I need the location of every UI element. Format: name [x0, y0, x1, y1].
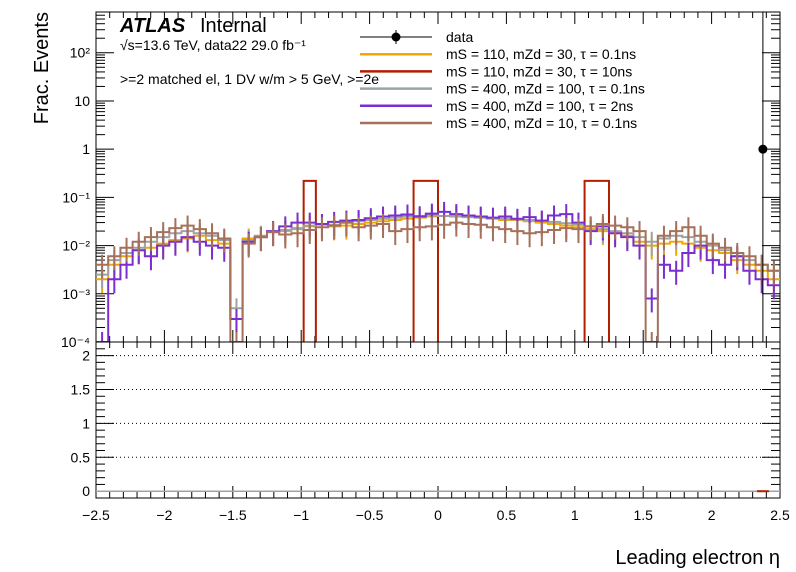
y-tick-label: 10⁻³ — [62, 286, 90, 302]
y-axis-title: Frac. Events — [31, 12, 53, 124]
y-tick-label: 10 — [74, 93, 90, 109]
data-point — [758, 144, 768, 154]
series-line — [302, 179, 610, 342]
x-tick-label: 2.5 — [770, 507, 790, 523]
x-tick-label: −2.5 — [82, 507, 110, 523]
main-plot-ticks — [95, 11, 781, 343]
energy-label: √s=13.6 TeV, data22 29.0 fb⁻¹ — [120, 37, 306, 53]
x-axis-title: Leading electron η — [615, 547, 780, 569]
ratio-plot-ticks — [95, 342, 781, 498]
atlas-status: Internal — [200, 15, 267, 37]
legend-marker-data — [391, 32, 401, 42]
selection-label: >=2 matched el, 1 DV w/m > 5 GeV, >=2e — [120, 71, 379, 87]
x-tick-label: 0.5 — [497, 507, 517, 523]
y-tick-label: 1 — [82, 141, 90, 157]
series-line — [96, 210, 780, 342]
ratio-tick-label: 1 — [82, 415, 90, 431]
x-tick-label: −2 — [156, 507, 172, 523]
ratio-dotted-lines — [96, 355, 780, 458]
x-tick-label: 2 — [708, 507, 716, 523]
x-tick-label: −0.5 — [356, 507, 384, 523]
legend-entry-label: data — [446, 29, 473, 45]
main-plot-series — [96, 12, 780, 342]
x-tick-label: −1 — [293, 507, 309, 523]
x-tick-labels: −2.5 −2 −1.5 −1 −0.5 0 0.5 1 1.5 2 2.5 — [82, 507, 790, 523]
legend-entry-label: mS = 400, mZd = 10, τ = 0.1ns — [446, 115, 637, 131]
x-tick-label: −1.5 — [219, 507, 247, 523]
ratio-tick-label: 0.5 — [71, 449, 91, 465]
y-tick-label: 10² — [70, 45, 91, 61]
legend-entry-label: mS = 400, mZd = 100, τ = 0.1ns — [446, 81, 645, 97]
y-tick-label: 10⁻⁴ — [61, 334, 90, 350]
atlas-label: ATLAS — [119, 15, 186, 37]
y-tick-label: 10⁻² — [62, 238, 90, 254]
ratio-tick-label: 1.5 — [71, 381, 91, 397]
x-tick-label: 0 — [434, 507, 442, 523]
ratio-plot-frame — [95, 341, 781, 499]
ratio-tick-label: 2 — [82, 348, 90, 364]
ratio-tick-label: 0 — [82, 483, 90, 499]
legend-entry-label: mS = 400, mZd = 100, τ = 2ns — [446, 98, 633, 114]
x-tick-label: 1 — [571, 507, 579, 523]
ratio-tick-labels: 0 0.5 1 1.5 2 — [71, 348, 91, 500]
legend-entry-label: mS = 110, mZd = 30, τ = 0.1ns — [446, 46, 636, 62]
legend-entry-label: mS = 110, mZd = 30, τ = 10ns — [446, 63, 632, 79]
x-tick-label: 1.5 — [633, 507, 653, 523]
y-tick-labels: 10⁻⁴ 10⁻³ 10⁻² 10⁻¹ 1 10 10² — [61, 45, 90, 350]
y-tick-label: 10⁻¹ — [62, 189, 90, 205]
